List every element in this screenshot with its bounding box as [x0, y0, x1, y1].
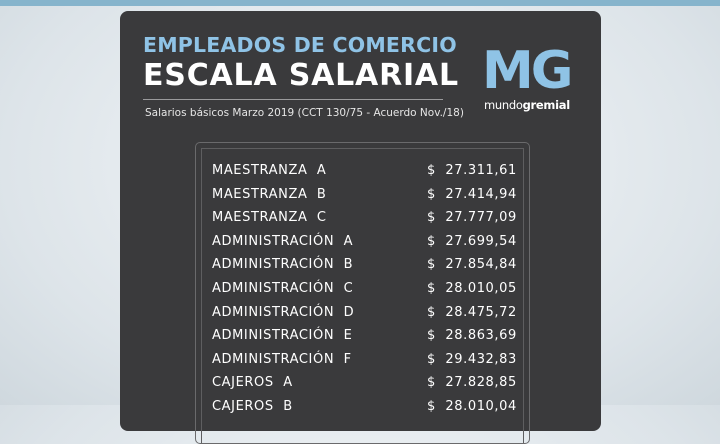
- salary-amount: $ 28.475,72: [427, 301, 517, 325]
- salary-amount: $ 27.311,61: [427, 159, 517, 183]
- salary-amount: $ 27.699,54: [427, 230, 517, 254]
- currency-symbol: $: [427, 281, 436, 296]
- salary-table-frame: MAESTRANZA A $ 27.311,61 MAESTRANZA B $ 27.…: [195, 142, 530, 444]
- table-row: ADMINISTRACIÓN E $ 28.863,69: [202, 324, 523, 348]
- category-label: MAESTRANZA A: [212, 163, 327, 178]
- currency-symbol: $: [427, 186, 436, 202]
- logo-initials: MG: [482, 41, 573, 101]
- amount-value: 27.854,84: [445, 257, 517, 273]
- table-row: MAESTRANZA B $ 27.414,94: [202, 183, 523, 207]
- currency-symbol: $: [427, 399, 436, 414]
- table-row: ADMINISTRACIÓN D $ 28.475,72: [202, 301, 523, 325]
- amount-value: 28.010,04: [445, 399, 517, 414]
- category-label: MAESTRANZA C: [212, 210, 327, 226]
- salary-amount: $ 27.414,94: [427, 183, 517, 207]
- amount-value: 28.475,72: [445, 304, 517, 320]
- table-row: ADMINISTRACIÓN C $ 28.010,05: [202, 277, 523, 301]
- amount-value: 29.432,83: [445, 351, 517, 367]
- category-label: CAJEROS A: [212, 375, 293, 391]
- salary-amount: $ 27.828,85: [427, 371, 517, 395]
- mundo-gremial-logo: MG mundogremial: [481, 41, 573, 122]
- amount-value: 27.414,94: [445, 186, 517, 202]
- currency-symbol: $: [427, 328, 436, 344]
- salary-amount: $ 29.432,83: [427, 348, 517, 372]
- logo-brand-text: mundogremial: [484, 98, 570, 112]
- table-row: MAESTRANZA A $ 27.311,61: [202, 159, 523, 183]
- currency-symbol: $: [427, 257, 436, 273]
- currency-symbol: $: [427, 210, 436, 226]
- amount-value: 28.010,05: [445, 281, 517, 296]
- amount-value: 27.311,61: [445, 163, 517, 178]
- table-row: CAJEROS B $ 28.010,04: [202, 395, 523, 419]
- amount-value: 27.777,09: [445, 210, 517, 226]
- category-label: ADMINISTRACIÓN F: [212, 351, 352, 367]
- category-label: ADMINISTRACIÓN A: [212, 233, 354, 249]
- amount-value: 28.863,69: [445, 328, 517, 344]
- table-row: ADMINISTRACIÓN B $ 27.854,84: [202, 253, 523, 277]
- salary-table: MAESTRANZA A $ 27.311,61 MAESTRANZA B $ 27.…: [201, 148, 524, 443]
- table-row: CAJEROS A $ 27.828,85: [202, 371, 523, 395]
- table-row: ADMINISTRACIÓN F $ 29.432,83: [202, 348, 523, 372]
- table-row: MAESTRANZA C $ 27.777,09: [202, 206, 523, 230]
- subtitle: Salarios básicos Marzo 2019 (CCT 130/75 …: [145, 107, 464, 119]
- category-label: MAESTRANZA B: [212, 186, 327, 202]
- logo-brand-part1: mundo: [484, 98, 523, 112]
- currency-symbol: $: [427, 351, 436, 367]
- category-label: ADMINISTRACIÓN E: [212, 328, 353, 344]
- top-accent-bar: [0, 0, 720, 6]
- category-label: ADMINISTRACIÓN C: [212, 281, 354, 296]
- table-row: ADMINISTRACIÓN A $ 27.699,54: [202, 230, 523, 254]
- salary-amount: $ 28.010,04: [427, 395, 517, 419]
- title-line-1: EMPLEADOS DE COMERCIO: [143, 33, 457, 57]
- salary-amount: $ 28.863,69: [427, 324, 517, 348]
- title-line-2: ESCALA SALARIAL: [143, 58, 459, 93]
- amount-value: 27.699,54: [445, 233, 517, 249]
- logo-brand-part2: gremial: [522, 98, 571, 112]
- amount-value: 27.828,85: [445, 375, 517, 391]
- currency-symbol: $: [427, 233, 436, 249]
- salary-card: EMPLEADOS DE COMERCIO ESCALA SALARIAL Sa…: [120, 11, 601, 444]
- currency-symbol: $: [427, 304, 436, 320]
- category-label: CAJEROS B: [212, 399, 293, 414]
- salary-amount: $ 27.777,09: [427, 206, 517, 230]
- currency-symbol: $: [427, 163, 436, 178]
- category-label: ADMINISTRACIÓN D: [212, 304, 355, 320]
- category-label: ADMINISTRACIÓN B: [212, 257, 354, 273]
- currency-symbol: $: [427, 375, 436, 391]
- title-divider: [143, 99, 443, 100]
- salary-amount: $ 27.854,84: [427, 253, 517, 277]
- salary-amount: $ 28.010,05: [427, 277, 517, 301]
